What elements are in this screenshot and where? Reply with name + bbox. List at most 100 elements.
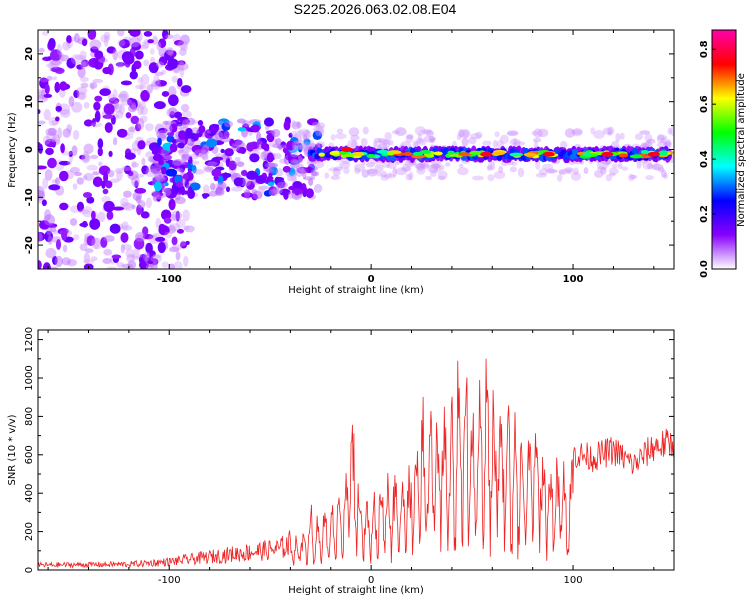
spectrogram-cell xyxy=(191,119,198,125)
spectrogram-cell xyxy=(57,127,62,139)
spectrogram-cell xyxy=(169,143,178,153)
spectrogram-cell xyxy=(480,151,493,157)
spectrogram-cell xyxy=(428,136,436,142)
spectrogram-cell xyxy=(243,188,251,198)
spectrogram-cell xyxy=(141,157,146,166)
spectrogram-cell xyxy=(66,35,72,44)
spectrogram-cell xyxy=(161,183,166,192)
spectrogram-cell xyxy=(76,64,84,70)
spectrogram-cell xyxy=(38,190,46,201)
spectrogram-cell xyxy=(376,149,390,154)
spectrogram-cell xyxy=(45,128,57,136)
spectrogram-cell xyxy=(128,126,136,133)
spectrogram-cell xyxy=(482,140,492,146)
spectrogram-cell xyxy=(408,171,414,181)
spectrogram-cell xyxy=(333,166,343,172)
spectrogram-cell xyxy=(207,161,218,167)
spectrogram-cell xyxy=(146,84,154,94)
spectrogram-cell xyxy=(335,133,347,140)
spectrogram-cell xyxy=(366,168,378,177)
spectrogram-cell xyxy=(131,102,137,113)
spectrogram-cell xyxy=(135,173,145,178)
spectrogram-cell xyxy=(628,173,635,182)
spectrogram-cell xyxy=(621,166,629,171)
spectrogram-cell xyxy=(282,165,291,173)
spectrogram-cell xyxy=(133,60,142,70)
chart-title: S225.2026.063.02.08.E04 xyxy=(293,1,457,17)
spectrogram-cell xyxy=(386,162,397,169)
spectrogram-cell xyxy=(240,169,248,176)
spectrogram-cell xyxy=(533,140,539,149)
spectrogram-cell xyxy=(42,177,49,190)
spectrogram-cell xyxy=(475,131,483,139)
spectrogram-cell xyxy=(425,130,434,138)
spectrogram-cell xyxy=(173,260,183,269)
spectrogram-cell xyxy=(106,46,117,54)
spectrogram-cell xyxy=(190,127,201,134)
spectrogram-cell xyxy=(402,163,411,172)
spectrogram-cell xyxy=(176,181,184,188)
spectrogram-cell xyxy=(443,147,450,154)
spectrogram-cell xyxy=(211,168,222,177)
spectrogram-cell xyxy=(180,85,192,94)
spectrogram-cell xyxy=(180,185,186,196)
spectrogram-cell xyxy=(102,66,112,75)
spectrogram-cell xyxy=(121,221,129,231)
spectrogram-cell xyxy=(103,103,115,115)
spectrogram-cell xyxy=(116,169,123,182)
spectrogram-cell xyxy=(395,127,407,137)
spectrogram-cell xyxy=(498,165,504,174)
spectrogram-cell xyxy=(415,137,425,144)
spectrogram-cell xyxy=(444,162,451,167)
spectrogram-cell xyxy=(80,82,89,89)
spectrogram-cell xyxy=(153,74,160,87)
snr-y-tick-label: 400 xyxy=(24,484,35,503)
spectrogram-cell xyxy=(171,75,178,83)
spectrogram-cell xyxy=(601,151,614,157)
spectrogram-cell xyxy=(131,162,140,168)
spectrogram-cell xyxy=(291,159,304,165)
spectrogram-cell xyxy=(58,160,71,166)
spectrogram-cell xyxy=(230,186,243,192)
spectrogram-cell xyxy=(582,152,592,157)
spectrogram-cell xyxy=(60,143,65,154)
spectrogram-cell xyxy=(660,137,667,144)
spectrogram-cell xyxy=(148,62,159,74)
spectrogram-cell xyxy=(164,231,173,239)
spectrogram-cell xyxy=(104,122,113,133)
spectrogram-cell xyxy=(308,177,314,186)
spectrogram-cell xyxy=(537,128,549,138)
spectrogram-cell xyxy=(155,79,167,87)
spectrogram-cell xyxy=(83,175,88,180)
spectrogram-cell xyxy=(417,132,422,142)
spectrogram-cell xyxy=(215,186,223,195)
spectrogram-cell xyxy=(73,172,83,177)
spectrogram-cell xyxy=(59,202,69,211)
spectrogram-cell xyxy=(651,163,664,171)
snr-frame xyxy=(37,329,675,571)
spectrogram-cell xyxy=(330,175,341,181)
spectrogram-cell xyxy=(112,206,125,211)
spectrogram-cell xyxy=(456,134,462,141)
spectrogram-cell xyxy=(162,30,169,40)
spectrogram-cell xyxy=(160,166,167,175)
spectrogram-cell xyxy=(118,90,129,102)
spectrogram-cell xyxy=(92,78,104,84)
spectrogram-cell xyxy=(120,197,129,207)
spectrogram-cell xyxy=(43,108,51,121)
spectrogram-cell xyxy=(266,176,274,181)
colorbar: 0.0 0.2 0.4 0.6 0.8 Normalized spectral ampl… xyxy=(699,29,747,278)
spectrogram-cell xyxy=(131,175,140,188)
spectrogram-cell xyxy=(187,156,193,165)
spectrogram-cell xyxy=(275,138,282,146)
spectrogram-cell xyxy=(509,152,523,157)
spectrogram-cell xyxy=(499,134,509,144)
spectrogram-cell xyxy=(382,142,388,150)
spectrogram-cell xyxy=(180,103,190,112)
spectrogram-cell xyxy=(414,126,426,136)
spectrogram-cell xyxy=(509,166,517,173)
spectrogram-cell xyxy=(154,71,164,76)
spectrogram-cell xyxy=(177,77,183,87)
spectrogram-cell xyxy=(91,210,96,221)
spectrogram-cell xyxy=(266,152,274,163)
